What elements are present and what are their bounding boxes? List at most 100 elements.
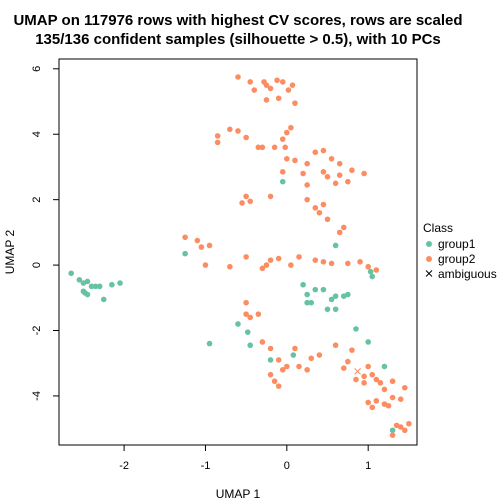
legend-title: Class bbox=[423, 221, 453, 235]
point-group1 bbox=[76, 277, 83, 283]
point-group2 bbox=[243, 254, 249, 260]
point-group2 bbox=[275, 95, 282, 102]
point-group2 bbox=[296, 254, 302, 260]
legend-label-group2: group2 bbox=[438, 252, 476, 266]
point-group2 bbox=[406, 420, 412, 427]
x-axis: -2 -1 0 1 bbox=[119, 444, 371, 472]
point-group2 bbox=[345, 178, 351, 185]
point-group2 bbox=[304, 182, 310, 188]
point-group1 bbox=[206, 340, 213, 347]
point-group2 bbox=[289, 82, 296, 88]
point-group2 bbox=[194, 237, 201, 244]
point-group2 bbox=[328, 155, 335, 162]
point-group1 bbox=[100, 296, 107, 303]
point-group2 bbox=[284, 363, 290, 370]
point-group1 bbox=[117, 280, 123, 286]
point-group2 bbox=[275, 255, 282, 262]
point-group2 bbox=[320, 147, 327, 154]
legend-marker-group2 bbox=[426, 256, 432, 262]
x-tick-label: -2 bbox=[119, 460, 129, 472]
point-group2 bbox=[397, 424, 404, 430]
x-tick-label: -1 bbox=[201, 460, 211, 472]
point-group2 bbox=[328, 260, 335, 267]
point-group1 bbox=[369, 273, 376, 280]
y-tick-label: -4 bbox=[31, 391, 43, 401]
point-group2 bbox=[255, 311, 262, 317]
point-group2 bbox=[340, 224, 347, 231]
point-group2 bbox=[369, 371, 376, 378]
point-group2 bbox=[247, 79, 254, 85]
point-group2 bbox=[227, 263, 233, 270]
point-group2 bbox=[296, 363, 302, 370]
point-group2 bbox=[198, 244, 205, 250]
point-group2 bbox=[312, 257, 319, 263]
point-group2 bbox=[274, 77, 280, 84]
legend-entry-group1: group1 bbox=[426, 237, 476, 251]
point-group1 bbox=[235, 321, 241, 327]
point-group2 bbox=[401, 427, 408, 434]
point-ambiguous bbox=[354, 368, 361, 375]
point-group2 bbox=[353, 376, 359, 383]
point-group2 bbox=[279, 366, 286, 373]
point-group2 bbox=[247, 198, 254, 205]
point-group2 bbox=[304, 160, 310, 167]
legend-marker-group1 bbox=[426, 241, 432, 247]
point-group2 bbox=[320, 259, 327, 265]
y-tick-label: 0 bbox=[31, 262, 43, 268]
point-group1 bbox=[320, 286, 327, 293]
point-group2 bbox=[271, 378, 278, 385]
point-group2 bbox=[267, 85, 274, 92]
point-group2 bbox=[259, 144, 266, 151]
point-group2 bbox=[214, 139, 221, 146]
point-group2 bbox=[279, 79, 286, 85]
point-group1 bbox=[324, 306, 331, 313]
point-group2 bbox=[381, 386, 388, 393]
point-group1 bbox=[92, 283, 99, 290]
point-group2 bbox=[285, 87, 292, 93]
point-group1 bbox=[88, 283, 95, 290]
point-group2 bbox=[304, 196, 310, 203]
point-group2 bbox=[263, 262, 270, 268]
point-group2 bbox=[263, 82, 270, 88]
point-group2 bbox=[389, 432, 396, 438]
point-group1 bbox=[267, 357, 274, 363]
point-group2 bbox=[377, 380, 384, 386]
point-group2 bbox=[373, 376, 380, 383]
point-group2 bbox=[312, 149, 319, 156]
point-group1 bbox=[96, 283, 103, 290]
point-group1 bbox=[247, 342, 254, 349]
point-group2 bbox=[373, 398, 380, 404]
point-group2 bbox=[247, 314, 254, 321]
point-group2 bbox=[312, 205, 319, 211]
point-group1 bbox=[389, 427, 396, 434]
point-group2 bbox=[324, 173, 331, 180]
point-group2 bbox=[361, 380, 367, 386]
point-group2 bbox=[267, 345, 274, 352]
point-group2 bbox=[365, 399, 371, 406]
point-group2 bbox=[259, 265, 266, 272]
point-group2 bbox=[292, 100, 298, 106]
point-group1 bbox=[84, 291, 91, 298]
point-group1 bbox=[308, 299, 315, 306]
chart-title-line-1: UMAP on 117976 rows with highest CV scor… bbox=[13, 12, 462, 29]
legend-entry-group2: group2 bbox=[426, 252, 476, 266]
point-group2 bbox=[365, 263, 371, 270]
point-group2 bbox=[389, 394, 396, 401]
point-group2 bbox=[288, 262, 294, 268]
legend-entry-ambiguous: ambiguous bbox=[425, 267, 497, 281]
point-group1 bbox=[328, 296, 335, 303]
point-group1 bbox=[332, 242, 339, 249]
point-group2 bbox=[259, 339, 266, 345]
point-group2 bbox=[357, 259, 363, 265]
point-group2 bbox=[373, 267, 380, 273]
point-group2 bbox=[243, 193, 249, 200]
point-group2 bbox=[251, 87, 258, 93]
point-group2 bbox=[284, 129, 290, 136]
y-tick-label: -2 bbox=[31, 326, 43, 336]
point-group1 bbox=[345, 291, 351, 298]
legend-label-ambiguous: ambiguous bbox=[438, 267, 497, 281]
point-group2 bbox=[279, 136, 286, 142]
point-group2 bbox=[336, 160, 343, 167]
